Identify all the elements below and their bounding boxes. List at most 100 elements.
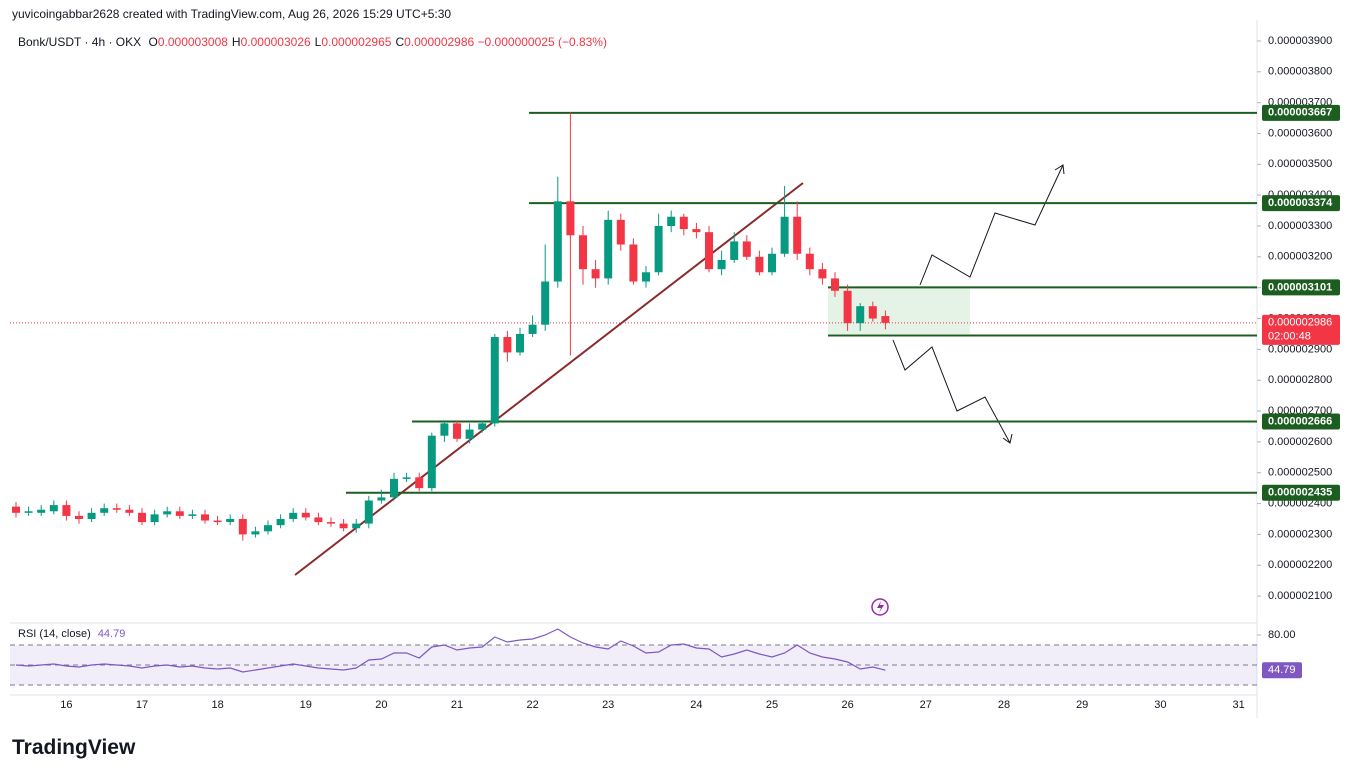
candle-body: [12, 506, 20, 513]
y-tick-label: 0.000002100: [1268, 590, 1332, 602]
candle-body: [264, 525, 272, 532]
candle-body: [831, 278, 839, 291]
candle-body: [553, 201, 562, 282]
candle-body: [314, 517, 323, 523]
y-tick-label: 0.000002800: [1268, 374, 1332, 386]
trendline: [294, 182, 804, 576]
x-tick-label: 20: [375, 699, 387, 711]
candle-body: [440, 423, 449, 436]
candle-body: [805, 253, 814, 270]
x-tick-label: 27: [920, 699, 932, 711]
candle-body: [516, 333, 524, 353]
candle-body: [717, 259, 726, 270]
candle-body: [503, 337, 512, 353]
ohlc-value: 0.000002986: [404, 35, 475, 49]
x-tick-label: 21: [451, 699, 463, 711]
x-tick-label: 29: [1076, 699, 1088, 711]
y-tick-label: 0.000002600: [1268, 436, 1332, 448]
candle-body: [591, 269, 600, 279]
ohlc-key: O: [148, 35, 158, 49]
candle-body: [654, 226, 663, 273]
candle-body: [163, 511, 172, 515]
candle-body: [327, 522, 335, 524]
level-label: 0.000002666: [1268, 415, 1332, 427]
x-tick-label: 30: [1154, 699, 1166, 711]
ohlc-value: 0.000003008: [157, 35, 228, 49]
candle-body: [87, 512, 96, 519]
ohlc-value: 0.000003026: [240, 35, 311, 49]
ohlc-value: 0.000002965: [321, 35, 392, 49]
candle-body: [276, 518, 285, 526]
level-label: 0.000002435: [1268, 487, 1332, 499]
event-icon[interactable]: [871, 598, 889, 616]
candle-body: [818, 269, 827, 279]
candle-body: [402, 477, 411, 479]
candle-body: [453, 423, 461, 439]
y-tick-label: 0.000003900: [1268, 35, 1332, 47]
change: −0.000000025 (−0.83%): [477, 35, 607, 49]
candle-body: [238, 518, 247, 535]
rsi-tick-label: 80.00: [1268, 629, 1296, 641]
y-tick-label: 0.000002900: [1268, 343, 1332, 355]
y-tick-label: 0.000003200: [1268, 251, 1332, 263]
candle-body: [364, 500, 373, 524]
candle-body: [301, 512, 310, 518]
y-tick-label: 0.000002200: [1268, 559, 1332, 571]
y-tick-label: 0.000003800: [1268, 66, 1332, 78]
candle-body: [692, 229, 701, 233]
level-label: 0.000003667: [1268, 107, 1332, 119]
candle-body: [112, 508, 121, 510]
candle-body: [226, 518, 235, 523]
candle-body: [768, 253, 776, 273]
rsi-line: [15, 628, 886, 673]
y-tick-label: 0.000003300: [1268, 220, 1332, 232]
y-tick-label: 0.000002500: [1268, 467, 1332, 479]
y-tick-label: 0.000003600: [1268, 127, 1332, 139]
event-bolt: [877, 601, 884, 613]
ohlc-key: L: [314, 35, 322, 49]
last-price-tag: [1262, 314, 1340, 345]
level-tag: [1262, 484, 1340, 501]
x-tick-label: 24: [690, 699, 702, 711]
countdown: 02:00:48: [1268, 331, 1311, 343]
ohlc-key: C: [395, 35, 405, 49]
candle-body: [566, 201, 575, 236]
y-tick-label: 0.000002300: [1268, 528, 1332, 540]
x-tick-label: 19: [300, 699, 312, 711]
rsi-title: RSI (14, close): [18, 628, 91, 640]
x-tick-label: 22: [526, 699, 538, 711]
candle-body: [62, 505, 71, 516]
candle-body: [352, 523, 361, 529]
header: yuvicoingabbar2628 created with TradingV…: [12, 7, 452, 21]
arrow-head: [1054, 164, 1065, 175]
arrow-head: [1002, 433, 1013, 444]
ohlc-key: H: [231, 35, 241, 49]
candle-body: [793, 216, 802, 254]
ohlc: O0.000003008 H0.000003026 L0.000002965 C0.0…: [145, 35, 475, 49]
candle-body: [705, 232, 713, 270]
level-tag: [1262, 104, 1340, 121]
candle-body: [868, 306, 877, 319]
candle-body: [289, 512, 298, 519]
candle-body: [150, 514, 159, 523]
legend: Bonk/USDT · 4h · OKX O0.000003008 H0.0000…: [18, 35, 607, 49]
candle-body: [528, 324, 537, 334]
x-tick-label: 17: [136, 699, 148, 711]
rsi-legend: RSI (14, close) 44.79: [18, 628, 125, 640]
y-tick-label: 0.000003500: [1268, 158, 1332, 170]
candle-body: [780, 216, 789, 254]
symbol: Bonk/USDT · 4h · OKX: [18, 35, 142, 49]
level-label: 0.000003374: [1268, 197, 1333, 209]
candle-body: [616, 219, 625, 245]
candle-body: [100, 508, 109, 513]
x-tick-label: 23: [602, 699, 614, 711]
up-path: [919, 164, 1064, 286]
rsi-value: 44.79: [97, 628, 126, 640]
zone: [828, 287, 970, 334]
candle-body: [427, 435, 436, 489]
candle-body: [49, 505, 58, 512]
candle-body: [37, 509, 46, 513]
candle-body: [213, 520, 222, 523]
candle-body: [679, 216, 688, 230]
